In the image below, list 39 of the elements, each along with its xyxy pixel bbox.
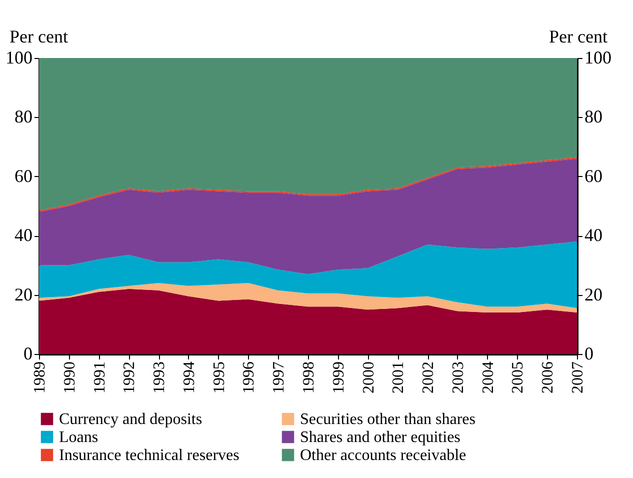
legend-label: Insurance technical reserves: [59, 447, 240, 464]
legend-label: Securities other than shares: [300, 411, 476, 428]
x-tick-label: 1989: [32, 362, 48, 394]
x-tick-label: 1999: [330, 362, 348, 394]
x-tick-label: 1993: [151, 362, 168, 394]
y2-tick-label: 0: [584, 344, 594, 364]
x-tick-label: 1991: [91, 362, 108, 394]
y2-tick-label: 60: [584, 166, 602, 186]
y2-tick-label: 100: [584, 48, 612, 68]
x-tick-label: 1997: [270, 362, 288, 394]
y-tick-label: 60: [14, 166, 32, 186]
y-tick-label: 40: [14, 225, 32, 246]
y-tick-label: 100: [6, 48, 32, 68]
x-tick-label: 2004: [480, 362, 497, 394]
y2-tick-label: 80: [584, 106, 602, 127]
y-tick-label: 0: [24, 344, 32, 364]
x-tick-label: 2007: [570, 362, 586, 394]
y2-axis-title: Per cent: [549, 26, 608, 46]
legend-label: Currency and deposits: [59, 411, 202, 428]
y2-tick-label: 20: [584, 284, 602, 304]
y2-tick-label: 40: [584, 225, 602, 246]
x-tick-label: 2000: [360, 362, 378, 394]
x-tick-label: 2003: [450, 362, 467, 394]
legend-label: Loans: [59, 429, 98, 446]
legend-label: Other accounts receivable: [300, 447, 466, 464]
x-tick-label: 2001: [390, 362, 408, 394]
x-tick-label: 2006: [540, 362, 557, 394]
x-tick-label: 1990: [61, 362, 78, 394]
y-tick-label: 20: [14, 284, 32, 304]
x-tick-label: 1994: [180, 362, 198, 394]
x-tick-label: 2005: [510, 362, 527, 394]
x-tick-label: 1996: [240, 362, 258, 394]
y-axis-title: Per cent: [10, 26, 68, 46]
x-tick-label: 1998: [300, 362, 318, 394]
x-tick-label: 1995: [210, 362, 228, 394]
x-tick-label: 1992: [121, 362, 138, 394]
legend-label: Shares and other equities: [300, 429, 460, 446]
x-tick-label: 2002: [420, 362, 438, 394]
y-tick-label: 80: [14, 106, 32, 127]
